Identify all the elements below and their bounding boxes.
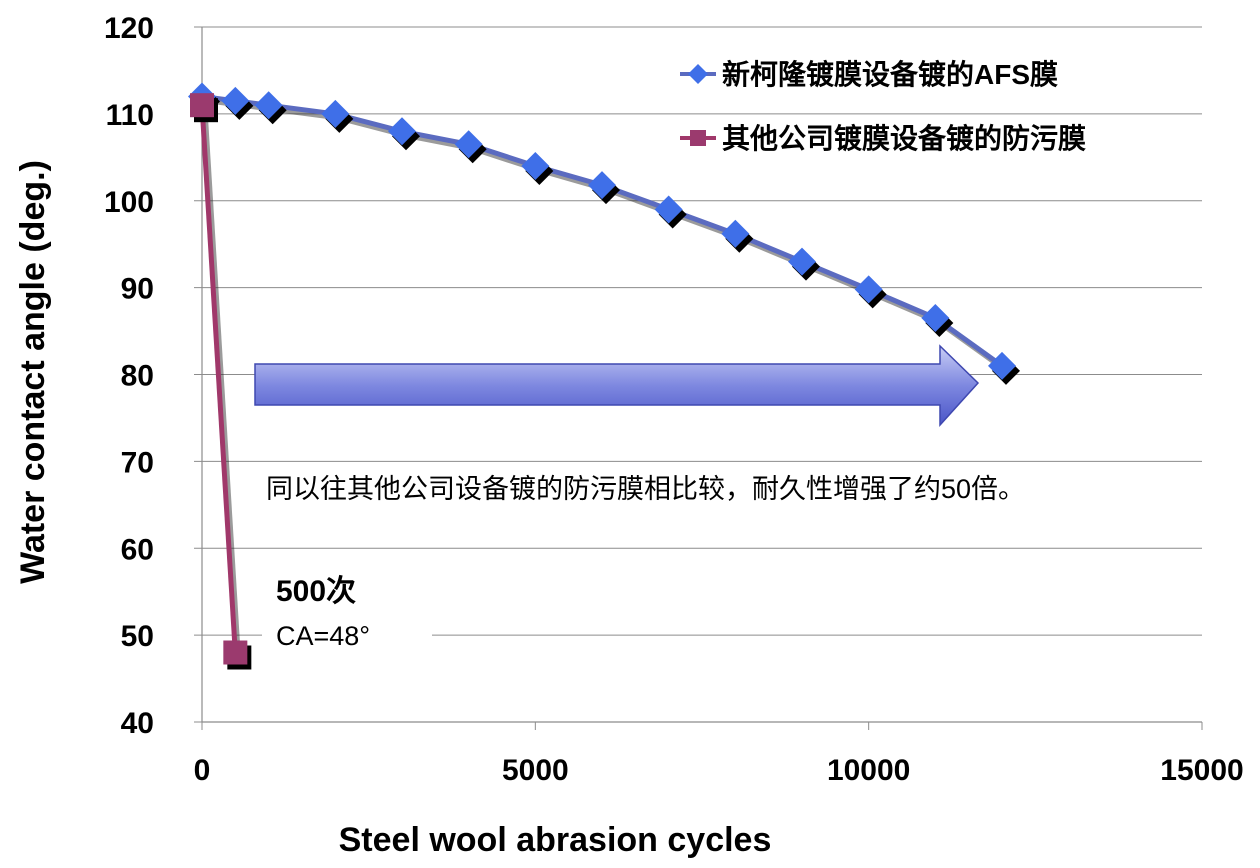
- series-0-point-9: [721, 219, 750, 248]
- y-tick-label-100: 100: [104, 186, 154, 219]
- y-tick-label-60: 60: [121, 533, 154, 566]
- series-0-point-1: [221, 86, 250, 115]
- series-0-point-5: [454, 130, 483, 159]
- series-1-point-0: [190, 93, 214, 118]
- cycles-annotation: 500次: [276, 575, 356, 608]
- x-tick-label-10000: 10000: [827, 754, 910, 787]
- series-0-point-7: [588, 171, 616, 200]
- x-tick-label-15000: 15000: [1160, 754, 1243, 787]
- legend-label-other: 其他公司镀膜设备镀的防污膜: [722, 122, 1086, 154]
- ca-annotation: CA=48°: [276, 621, 370, 651]
- progress-arrow-shape: [254, 344, 980, 427]
- y-tick-label-80: 80: [121, 360, 154, 393]
- series-0-point-4: [388, 117, 416, 146]
- y-tick-label-90: 90: [121, 273, 154, 306]
- series-0-point-10: [788, 247, 816, 276]
- series-1-line: [199, 105, 238, 653]
- y-axis-title: Water contact angle (deg.): [14, 160, 52, 584]
- annotation-backdrop: [258, 462, 1196, 520]
- y-tick-label-70: 70: [121, 446, 154, 479]
- cycles-annotation-backdrop: [262, 568, 432, 668]
- series-0-point-3: [321, 99, 350, 128]
- series-0-point-6: [521, 152, 550, 180]
- legend-label-afs: 新柯隆镀膜设备镀的AFS膜: [722, 58, 1058, 90]
- legend-square-marker: [690, 130, 706, 146]
- x-tick-label-0: 0: [194, 754, 211, 787]
- x-tick-label-5000: 5000: [502, 754, 569, 787]
- y-tick-label-110: 110: [106, 99, 154, 132]
- series-0-point-2: [254, 91, 283, 120]
- series-0-point-13: [988, 351, 1016, 380]
- y-tick-label-50: 50: [121, 620, 154, 653]
- legend: 新柯隆镀膜设备镀的AFS膜 其他公司镀膜设备镀的防污膜: [680, 58, 1086, 154]
- x-axis-title: Steel wool abrasion cycles: [339, 821, 772, 859]
- series-0-point-11: [854, 275, 883, 304]
- axes: [194, 26, 1203, 730]
- series-0-point-8: [654, 195, 683, 224]
- series-1-line-shadow: [202, 109, 241, 657]
- series-0-point-12: [921, 304, 950, 333]
- y-tick-label-40: 40: [121, 707, 154, 740]
- series: [188, 82, 1020, 670]
- series-1-point-1: [223, 640, 248, 665]
- comparison-annotation: 同以往其他公司设备镀的防污膜相比较，耐久性增强了约50倍。: [266, 474, 1025, 504]
- tick-labels: 40 50 60 70 80 90 100 110 120 0 5000 10000 15000: [104, 12, 1244, 787]
- legend-diamond-marker: [688, 64, 708, 84]
- y-tick-label-120: 120: [104, 12, 154, 45]
